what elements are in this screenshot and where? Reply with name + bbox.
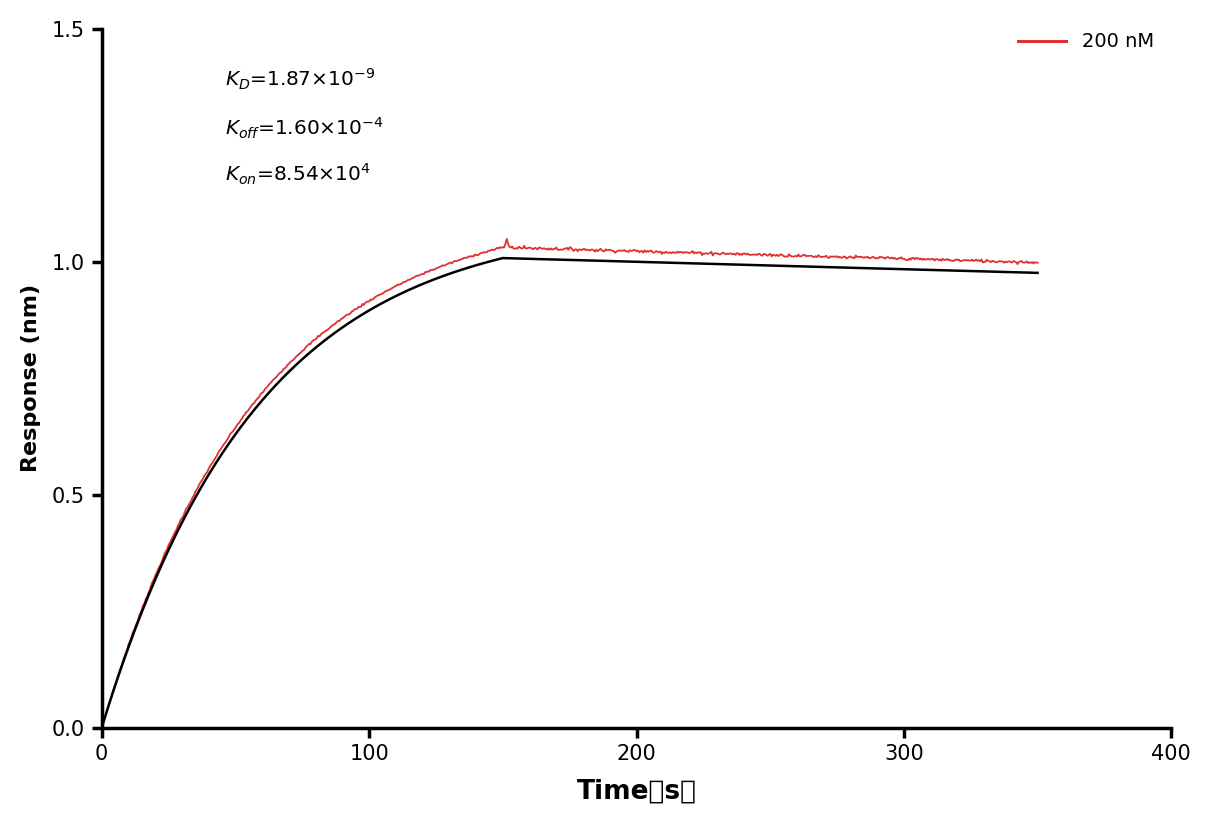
Legend: 200 nM: 200 nM <box>1010 25 1161 59</box>
Text: $K_{on}$=8.54×10$^4$: $K_{on}$=8.54×10$^4$ <box>224 162 371 186</box>
Text: $K_D$=1.87×10$^{-9}$: $K_D$=1.87×10$^{-9}$ <box>224 68 375 92</box>
Y-axis label: Response (nm): Response (nm) <box>21 284 41 472</box>
Text: $K_{off}$=1.60×10$^{-4}$: $K_{off}$=1.60×10$^{-4}$ <box>224 116 383 141</box>
X-axis label: Time（s）: Time（s） <box>577 778 697 804</box>
